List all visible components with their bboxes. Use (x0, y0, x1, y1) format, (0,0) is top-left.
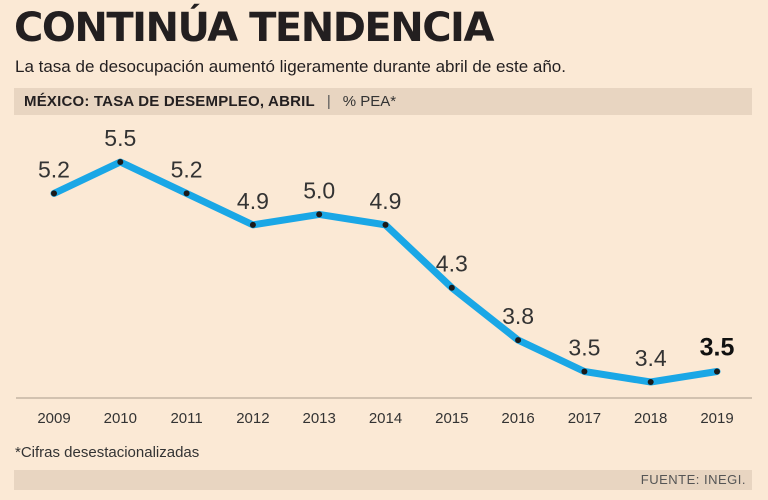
x-tick-label-2018: 2018 (634, 410, 667, 427)
chart-subtitle: La tasa de desocupación aumentó ligerame… (15, 57, 566, 76)
footnote: *Cifras desestacionalizadas (15, 444, 200, 461)
x-tick-label-2015: 2015 (435, 410, 468, 427)
data-label-2014: 4.9 (370, 188, 402, 214)
data-point-2013 (316, 211, 323, 218)
source-bar: FUENTE: INEGI. (14, 470, 752, 490)
x-tick-label-2010: 2010 (104, 410, 137, 427)
data-point-2014 (382, 221, 389, 228)
x-tick-label-2013: 2013 (303, 410, 336, 427)
x-tick-label-2016: 2016 (501, 410, 534, 427)
data-point-2012 (249, 221, 256, 228)
data-label-2012: 4.9 (237, 188, 269, 214)
data-label-2011: 5.2 (171, 156, 203, 182)
data-label-2017: 3.5 (568, 335, 600, 361)
data-point-2011 (183, 190, 190, 197)
unit-label: % PEA* (342, 93, 397, 110)
data-label-2009: 5.2 (38, 156, 70, 182)
data-label-2018: 3.4 (635, 345, 667, 371)
data-label-2015: 4.3 (436, 251, 468, 277)
data-point-2017 (581, 368, 588, 375)
chart-marks: 5.2 2009 5.5 2010 5.2 2011 4.9 2012 5.0 2013 4.9 20… (37, 125, 734, 427)
x-tick-label-2009: 2009 (37, 410, 70, 427)
chart-title: CONTINÚA TENDENCIA (14, 5, 494, 51)
source-label: FUENTE: INEGI. (640, 472, 746, 487)
x-tick-label-2011: 2011 (170, 410, 202, 427)
data-label-2010: 5.5 (104, 125, 136, 151)
data-point-2019 (714, 368, 720, 375)
x-tick-label-2012: 2012 (236, 410, 269, 427)
x-tick-label-2017: 2017 (568, 410, 601, 427)
data-point-2009 (51, 190, 57, 197)
data-point-2016 (515, 337, 522, 344)
data-label-2019: 3.5 (700, 334, 735, 362)
x-tick-label-2014: 2014 (369, 410, 402, 427)
data-point-2015 (448, 284, 455, 291)
data-point-2010 (117, 159, 124, 165)
section-header-bar: MÉXICO: TASA DE DESEMPLEO, ABRIL | % PEA… (14, 88, 752, 115)
data-label-2016: 3.8 (502, 303, 534, 329)
data-point-2018 (647, 379, 654, 385)
data-label-2013: 5.0 (303, 177, 335, 203)
section-separator: | (326, 93, 331, 110)
section-label: MÉXICO: TASA DE DESEMPLEO, ABRIL (24, 93, 315, 110)
x-tick-label-2019: 2019 (700, 410, 733, 427)
